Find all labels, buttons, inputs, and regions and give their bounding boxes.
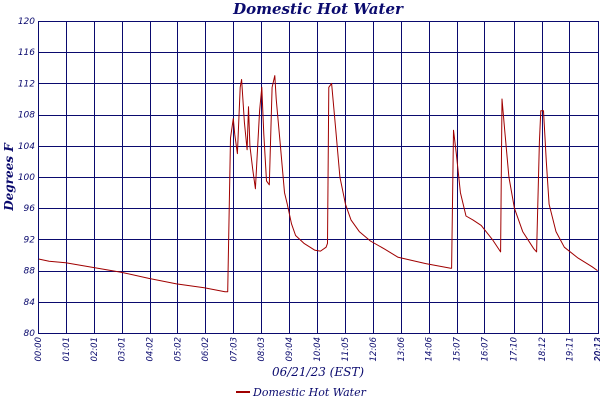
- series-lines: [37, 75, 598, 293]
- x-tick-label: 06:02: [201, 337, 211, 362]
- y-tick-label: 84: [24, 298, 36, 308]
- y-tick-label: 120: [18, 17, 35, 27]
- x-tick-label: 10:04: [313, 337, 323, 362]
- grid: [38, 21, 599, 334]
- x-tick-label: 19:11: [565, 337, 575, 362]
- x-tick-label: 11:05: [341, 337, 351, 362]
- x-tick-label: 03:01: [118, 337, 128, 362]
- legend: Domestic Hot Water: [236, 386, 367, 399]
- y-tick-label: 92: [24, 235, 36, 245]
- y-tick-label: 104: [18, 142, 35, 152]
- x-tick-label: 12:06: [369, 336, 379, 361]
- x-tick-label: 18:12: [538, 337, 548, 362]
- x-tick-label: 05:02: [173, 337, 183, 362]
- x-tick-label: 09:04: [285, 337, 295, 362]
- x-tick-labels: 00:00 01:01 02:01 03:01 04:02 05:02 06:02 07:03…: [34, 336, 600, 361]
- y-tick-label: 96: [24, 204, 36, 214]
- x-tick-label: 20:13: [594, 337, 600, 362]
- x-tick-label: 02:01: [90, 337, 100, 362]
- plot-frame: [38, 21, 599, 334]
- x-tick-label: 17:10: [510, 337, 520, 362]
- y-tick-labels: 80 84 88 92 96 100 104 108 112 116 120: [18, 17, 35, 339]
- y-axis-label: Degrees F: [2, 142, 16, 212]
- x-tick-label: 16:07: [480, 336, 490, 361]
- y-tick-label: 116: [18, 48, 35, 58]
- y-tick-label: 88: [24, 267, 36, 277]
- chart-title: Domestic Hot Water: [232, 0, 404, 18]
- y-tick-label: 100: [18, 173, 35, 183]
- x-tick-label: 07:03: [229, 337, 239, 362]
- y-tick-label: 80: [24, 329, 36, 339]
- legend-label: Domestic Hot Water: [252, 386, 367, 399]
- x-tick-label: 13:06: [397, 336, 407, 361]
- x-tick-label: 20:12: [594, 337, 600, 362]
- x-tick-label: 04:02: [146, 337, 156, 362]
- y-tick-label: 108: [18, 111, 35, 121]
- x-tick-label: 00:00: [34, 337, 44, 362]
- x-tick-label: 08:03: [257, 337, 267, 362]
- x-axis-label: 06/21/23 (EST): [272, 365, 364, 379]
- x-tick-label: 15:07: [453, 336, 463, 361]
- x-tick-label: 14:06: [425, 336, 435, 361]
- series-line-0: [37, 75, 598, 293]
- x-tick-label: 01:01: [62, 337, 72, 362]
- y-tick-label: 112: [18, 79, 35, 89]
